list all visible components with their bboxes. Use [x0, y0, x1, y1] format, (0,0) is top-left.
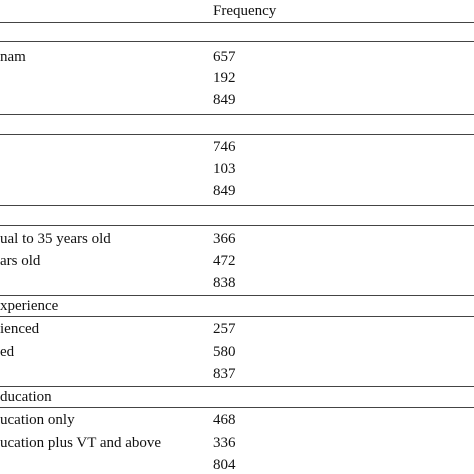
section-rule — [0, 386, 474, 387]
row-value: 746 — [213, 139, 236, 155]
row-label: ucation only — [0, 412, 75, 428]
row-label: ual to 35 years old — [0, 231, 111, 247]
row-label: nam — [0, 49, 26, 65]
row-value: 366 — [213, 231, 236, 247]
section-heading: xperience — [0, 298, 59, 314]
row-value: 804 — [213, 457, 236, 473]
row-label: ucation plus VT and above — [0, 435, 162, 451]
section-rule — [0, 134, 474, 135]
section-rule — [0, 316, 474, 317]
row-label: ed — [0, 344, 15, 360]
section-heading: ducation — [0, 389, 52, 405]
row-value: 580 — [213, 344, 236, 360]
row-label: ienced — [0, 321, 40, 337]
section-rule — [0, 41, 474, 42]
row-value: 257 — [213, 321, 236, 337]
frequency-header: Frequency — [213, 3, 277, 19]
row-value: 103 — [213, 161, 236, 177]
section-rule — [0, 114, 474, 115]
row-value: 192 — [213, 70, 236, 86]
row-value: 837 — [213, 366, 236, 382]
row-value: 472 — [213, 253, 236, 269]
section-rule — [0, 205, 474, 206]
row-value: 657 — [213, 49, 236, 65]
section-rule — [0, 295, 474, 296]
row-value: 336 — [213, 435, 236, 451]
row-value: 468 — [213, 412, 236, 428]
section-rule — [0, 225, 474, 226]
row-value: 838 — [213, 275, 236, 291]
row-value: 849 — [213, 92, 236, 108]
header-rule — [0, 22, 474, 23]
row-label: ars old — [0, 253, 41, 269]
section-rule — [0, 407, 474, 408]
row-value: 849 — [213, 183, 236, 199]
